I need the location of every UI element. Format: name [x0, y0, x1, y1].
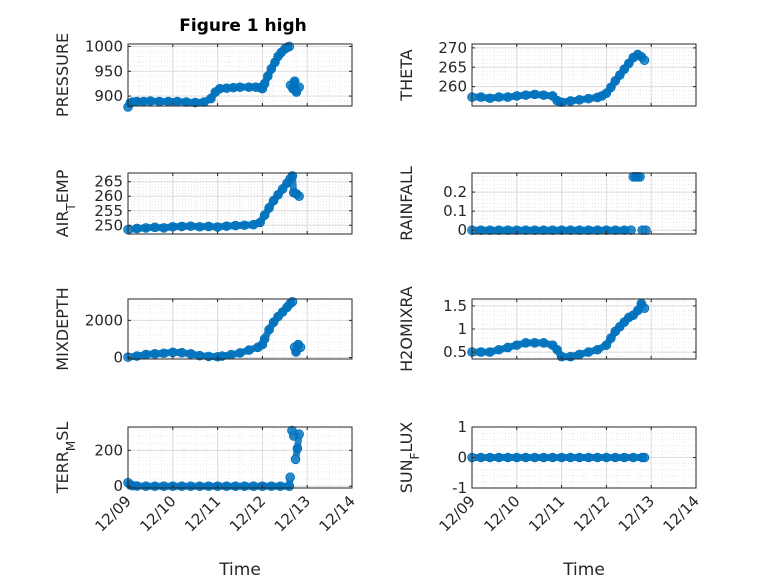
y-axis-label: PRESSURE: [53, 33, 72, 117]
axes-box: [471, 172, 697, 235]
y-tick-label: 0.1: [443, 202, 467, 220]
y-tick-label: 0: [113, 349, 123, 367]
x-axis-label: Time: [218, 560, 261, 580]
subplot-terr-msl: 0 200 12/09 12/10 12/11 12/12 12/13 12/14 Time TE…: [53, 422, 359, 580]
subplot-pressure: 900 950 1000 PRESSURE: [53, 33, 353, 117]
y-axis-label: THETA: [397, 49, 416, 101]
x-tick-label: 12/13: [271, 492, 314, 535]
y-tick-label: 900: [94, 87, 123, 105]
x-tick-label: 12/11: [181, 492, 224, 535]
subplot-h2omixra: 0.5 1 1.5 H2OMIXRA: [397, 286, 697, 372]
x-tick-label: 12/14: [316, 492, 359, 535]
x-axis-label: Time: [562, 560, 605, 580]
axes-box: [127, 172, 353, 235]
y-tick-label: -1: [452, 479, 467, 497]
y-axis-label: TERRMSL: [53, 422, 78, 495]
y-tick-label: 250: [94, 216, 123, 234]
y-tick-label: 1000: [85, 37, 123, 55]
data-point-band: [294, 341, 304, 351]
axes-box: [127, 298, 353, 360]
axes-box: [127, 426, 353, 489]
data-point-band: [288, 427, 298, 440]
x-tick-label: 12/09: [92, 492, 135, 535]
data-point-band: [637, 53, 648, 64]
figure-title: Figure 1 high: [179, 16, 307, 36]
y-tick-label: 0: [113, 477, 123, 495]
y-axis-label: H2OMIXRA: [397, 286, 416, 372]
y-tick-label: 270: [438, 39, 467, 57]
y-tick-label: 2000: [85, 311, 123, 329]
x-tick-label: 12/12: [226, 492, 269, 535]
data-point-band: [292, 190, 303, 200]
data-point-band: [292, 83, 303, 96]
y-tick-label: 950: [94, 62, 123, 80]
x-tick-label: 12/10: [480, 492, 523, 535]
x-tick-label: 12/14: [660, 492, 703, 535]
x-tick-label: 12/09: [436, 492, 479, 535]
subplot-mixdepth: 0 2000 MIXDEPTH: [53, 287, 353, 371]
subplot-sun-flux: -1 0 1 12/09 12/10 12/11 12/12 12/13 12/14 Time SU…: [397, 418, 703, 580]
y-tick-label: 260: [438, 78, 467, 96]
y-tick-label: 0: [457, 449, 467, 467]
x-tick-label: 12/11: [525, 492, 568, 535]
y-axis-label: RAINFALL: [397, 166, 416, 241]
y-tick-label: 200: [94, 441, 123, 459]
y-tick-label: 1.5: [443, 297, 467, 315]
data-point-band: [637, 300, 648, 312]
data-point-band: [283, 42, 293, 51]
y-tick-label: 0.5: [443, 343, 467, 361]
y-axis-label: SUNFLUX: [397, 422, 422, 494]
y-axis-label: AIRTEMP: [53, 169, 78, 237]
x-tick-label: 12/10: [136, 492, 179, 535]
axes-box: [471, 43, 697, 107]
y-axis-label: MIXDEPTH: [53, 287, 72, 370]
y-tick-label: 0.2: [443, 183, 467, 201]
data-point-band: [285, 473, 294, 490]
data-point-band: [293, 430, 303, 453]
y-tick-label: 0: [457, 221, 467, 239]
y-tick-label: 260: [94, 187, 123, 205]
y-tick-label: 265: [438, 58, 467, 76]
x-tick-label: 12/13: [615, 492, 658, 535]
data-point-band: [286, 298, 296, 308]
subplot-rainfall: 00.10.2 RAINFALL: [397, 166, 697, 241]
y-tick-label: 1: [457, 320, 467, 338]
x-tick-label: 12/12: [570, 492, 613, 535]
axes-box: [127, 43, 353, 107]
y-tick-label: 1: [457, 418, 467, 436]
y-tick-label: 255: [94, 202, 123, 220]
y-tick-label: 265: [94, 173, 123, 191]
